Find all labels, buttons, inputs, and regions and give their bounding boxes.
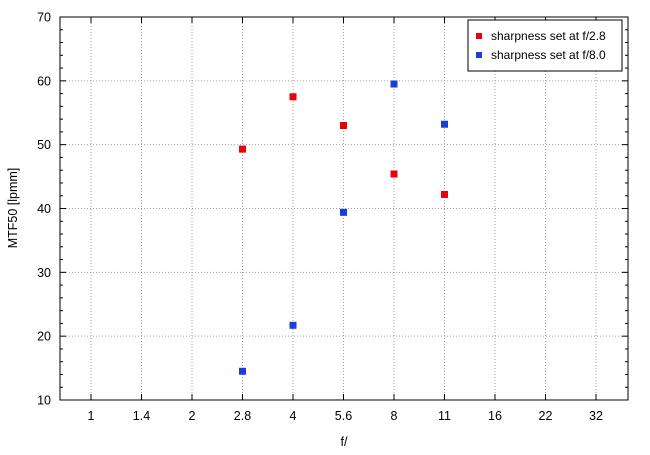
x-tick-labels: 1 1.4 2 2.8 4 5.6 8 11 16 22 32 [88,409,603,423]
data-point-series-2 [289,321,297,329]
y-tick-label: 40 [37,202,51,216]
x-tick-label: 5.6 [335,409,352,423]
x-tick-label: 1 [88,409,95,423]
x-tick-label: 1.4 [133,409,150,423]
y-axis-title: MTF50 [lpmm] [6,168,20,249]
data-point-series-2 [441,120,448,128]
y-tick-label: 70 [37,11,51,25]
axis-ticks [60,16,628,401]
x-tick-label: 2 [189,409,196,423]
x-axis-title: f/ [341,435,348,449]
y-tick-label: 50 [37,138,51,152]
y-tick-label: 30 [37,266,51,280]
x-tick-label: 16 [488,409,502,423]
x-tick-label: 32 [589,409,603,423]
data-point-series-2 [390,80,398,88]
x-tick-label: 8 [391,409,398,423]
data-point-series-2 [239,367,246,375]
y-tick-label: 10 [37,394,51,408]
y-tick-label: 20 [37,330,51,344]
data-point-series-1 [340,122,347,130]
x-tick-label: 4 [290,409,297,423]
x-tick-label: 11 [438,409,451,423]
legend-box [467,19,623,72]
data-point-series-2 [340,208,347,216]
data-points [239,80,448,375]
legend-marker-series-1 [476,33,482,39]
legend-label-series-2: sharpness set at f/8.0 [491,48,606,62]
data-point-series-1 [239,145,246,153]
x-tick-label: 22 [539,409,553,423]
y-tick-label: 60 [37,74,51,88]
grid-lines [60,17,628,400]
legend-marker-series-2 [476,52,482,58]
data-point-series-1 [390,170,398,178]
data-point-series-1 [289,93,297,101]
legend-label-series-1: sharpness set at f/2.8 [491,29,606,43]
data-point-series-1 [441,190,448,198]
x-tick-label: 2.8 [234,409,251,423]
y-tick-labels: 10 20 30 40 50 60 70 [37,11,51,408]
legend: sharpness set at f/2.8 sharpness set at … [467,19,623,72]
